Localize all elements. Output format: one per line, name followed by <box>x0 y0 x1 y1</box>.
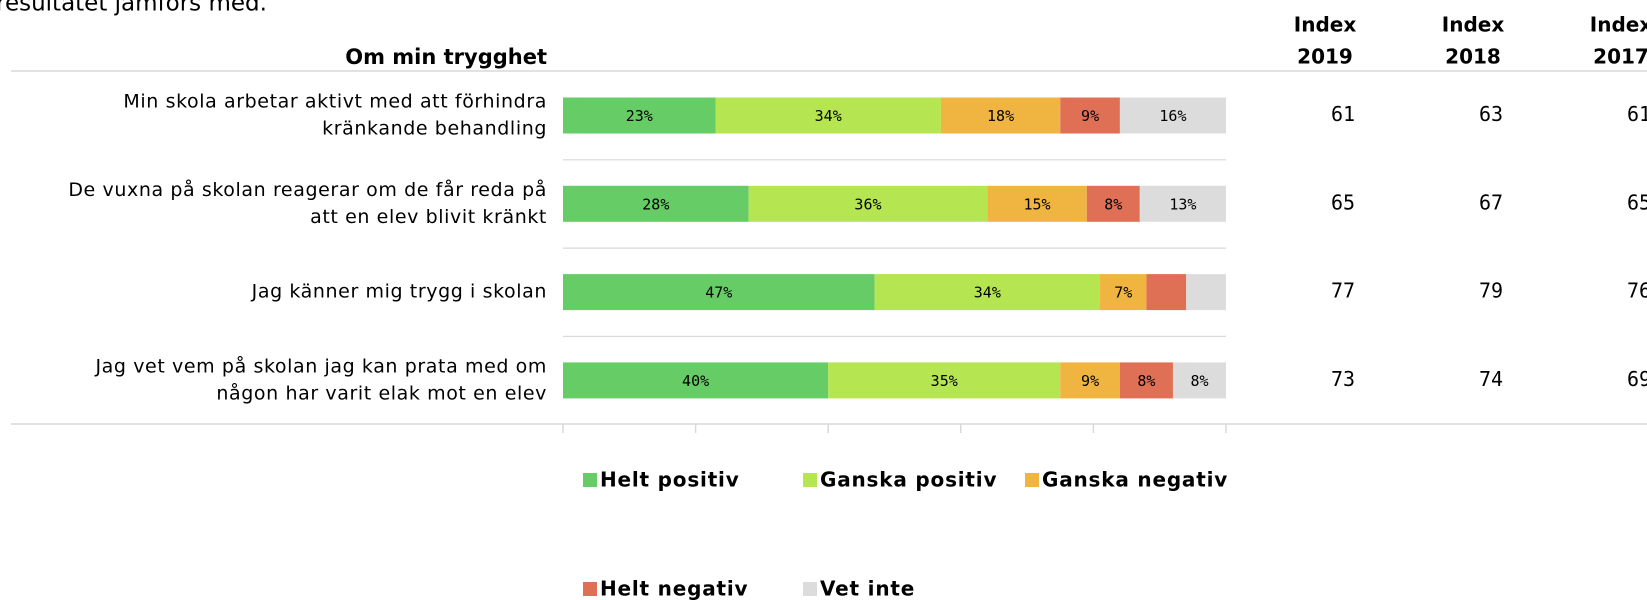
bar-segment <box>1119 97 1226 134</box>
category-label: Min skola arbetar aktivt med att förhind… <box>123 91 547 113</box>
legend-swatch <box>803 582 817 596</box>
index-value: 61 <box>1331 102 1355 126</box>
legend-swatch <box>583 473 597 487</box>
bar-segment <box>563 97 716 134</box>
index-value: 67 <box>1479 190 1503 214</box>
legend-label: Helt positiv <box>600 468 740 492</box>
index-header: 2018 <box>1445 45 1501 69</box>
index-value: 69 <box>1627 367 1647 391</box>
bar-segment <box>1060 97 1120 134</box>
index-value: 74 <box>1479 367 1503 391</box>
legend-swatch <box>803 473 817 487</box>
value-label: 34% <box>974 284 1001 302</box>
bar-segment <box>940 97 1061 134</box>
bar-segment <box>828 362 1061 399</box>
value-label: 40% <box>682 372 709 390</box>
value-label: 15% <box>1023 195 1050 213</box>
bar-segment <box>1172 362 1226 399</box>
legend-label: Ganska negativ <box>1042 468 1228 492</box>
value-label: 28% <box>642 195 669 213</box>
bar-segment <box>987 185 1087 222</box>
value-label: 34% <box>815 107 842 125</box>
bar-segment <box>1186 274 1226 311</box>
value-label: 8% <box>1137 372 1155 390</box>
category-label: Jag vet vem på skolan jag kan prata med … <box>94 354 547 377</box>
value-label: 9% <box>1081 107 1099 125</box>
bar-segment <box>1119 362 1173 399</box>
value-label: 7% <box>1114 284 1132 302</box>
bar-segment <box>874 274 1101 311</box>
intro-text: resultatet jämförs med. <box>0 0 267 17</box>
bar-segment <box>1060 362 1120 399</box>
value-label: 36% <box>854 195 881 213</box>
category-label: att en elev blivit kränkt <box>310 206 547 228</box>
bar-segment <box>1139 185 1226 222</box>
value-label: 8% <box>1104 195 1122 213</box>
category-label: De vuxna på skolan reagerar om de får re… <box>68 178 547 201</box>
value-label: 9% <box>1081 372 1099 390</box>
bar-segment <box>563 274 875 311</box>
index-value: 63 <box>1479 102 1503 126</box>
index-header: Index <box>1294 13 1357 37</box>
category-label: kränkande behandling <box>322 118 547 140</box>
value-label: 47% <box>705 284 732 302</box>
category-label: Jag känner mig trygg i skolan <box>251 281 547 303</box>
value-label: 18% <box>987 107 1014 125</box>
chart-title: Om min trygghet <box>345 45 547 69</box>
bar-segment <box>748 185 988 222</box>
index-value: 76 <box>1627 279 1647 303</box>
legend-swatch <box>1025 473 1039 487</box>
index-value: 61 <box>1627 102 1647 126</box>
legend-swatch <box>583 582 597 596</box>
index-header: Index <box>1442 13 1505 37</box>
value-label: 8% <box>1190 372 1208 390</box>
value-label: 35% <box>931 372 958 390</box>
bar-segment <box>563 185 749 222</box>
value-label: 13% <box>1169 195 1196 213</box>
bar-segment <box>563 362 829 399</box>
index-header: 2019 <box>1297 45 1353 69</box>
bar-segment <box>1146 274 1187 311</box>
bar-segment <box>715 97 941 134</box>
index-header: 2017 <box>1593 45 1647 69</box>
index-value: 79 <box>1479 279 1503 303</box>
index-header: Index <box>1590 13 1647 37</box>
value-label: 23% <box>626 107 653 125</box>
value-label: 16% <box>1159 107 1186 125</box>
legend-label: Vet inte <box>820 577 915 600</box>
index-value: 73 <box>1331 367 1355 391</box>
index-value: 65 <box>1331 190 1355 214</box>
legend-label: Ganska positiv <box>820 468 997 492</box>
bar-segment <box>1086 185 1140 222</box>
category-label: någon har varit elak mot en elev <box>216 381 547 404</box>
index-value: 77 <box>1331 279 1355 303</box>
legend-label: Helt negativ <box>600 577 748 600</box>
index-value: 65 <box>1627 190 1647 214</box>
bar-segment <box>1100 274 1147 311</box>
